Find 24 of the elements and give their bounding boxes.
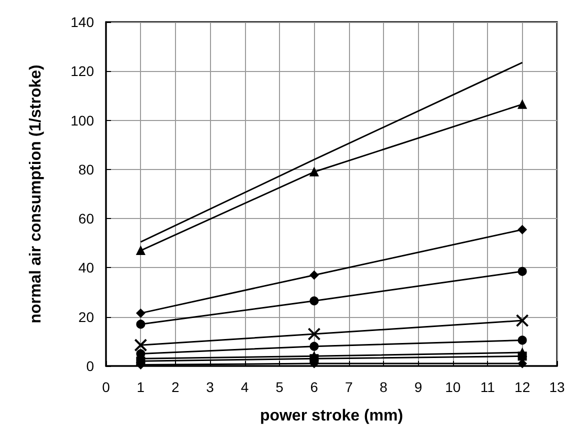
y-tick-label: 40: [78, 260, 94, 276]
y-tick-label: 20: [78, 308, 94, 325]
y-tick-label: 0: [86, 358, 94, 374]
x-tick-label: 13: [549, 379, 565, 395]
x-tick-label: 4: [240, 379, 249, 395]
x-tick-label: 3: [206, 379, 214, 395]
x-tick-label: 1: [136, 379, 145, 395]
y-tick-label: 80: [78, 161, 94, 178]
y-axis-title: normal air consumption (1/stroke): [28, 64, 44, 324]
x-tick-label: 6: [310, 379, 318, 395]
y-tick-label: 140: [70, 14, 94, 30]
x-tick-label: 7: [344, 379, 353, 395]
x-tick-label: 11: [480, 379, 496, 395]
y-tick-label: 60: [78, 210, 94, 227]
x-tick-label: 5: [276, 379, 284, 395]
x-tick-label: 9: [414, 379, 422, 395]
x-tick-label: 8: [380, 379, 388, 395]
x-axis-title: power stroke (mm): [260, 408, 404, 424]
x-tick-label: 2: [171, 379, 180, 395]
y-tick-label: 120: [70, 63, 94, 80]
x-tick-label: 10: [445, 379, 461, 395]
x-tick-label: 0: [102, 379, 110, 395]
x-tick-label: 12: [514, 379, 530, 395]
y-tick-label: 100: [70, 112, 94, 128]
